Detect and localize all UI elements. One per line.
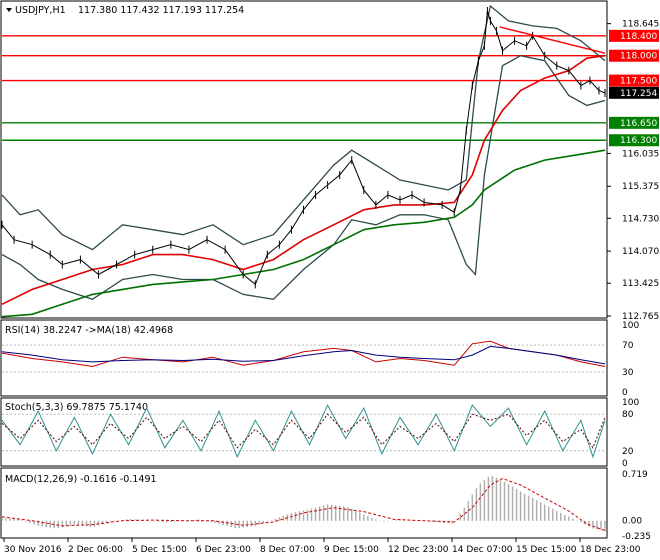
rsi-tick-label: 100 bbox=[622, 321, 639, 331]
resistance-trendline bbox=[499, 26, 606, 54]
price-plot bbox=[1, 4, 606, 318]
price-line bbox=[1, 10, 606, 286]
price-tag-label: 118.000 bbox=[620, 52, 657, 62]
stoch-tick-label: 20 bbox=[622, 447, 634, 457]
stoch-k-line bbox=[1, 403, 606, 459]
rsi-plot: 100 70 30 0 bbox=[1, 321, 639, 398]
price-tag-118.400 bbox=[609, 29, 659, 42]
price-panel bbox=[0, 0, 608, 319]
time-tick-label: 14 Dec 07:00 bbox=[452, 545, 513, 555]
stoch-tick-label: 80 bbox=[622, 410, 634, 420]
rsi-ma-line bbox=[1, 345, 606, 365]
time-tick-label: 6 Dec 23:00 bbox=[196, 545, 251, 555]
stoch-panel bbox=[0, 397, 608, 467]
rsi-panel bbox=[0, 319, 608, 397]
stoch-tick-label: 100 bbox=[622, 398, 639, 408]
rsi-header: RSI(14) 38.2247 ->MA(18) 42.4968 bbox=[5, 325, 173, 336]
current-price-tag bbox=[609, 86, 659, 99]
time-tick-label: 8 Dec 07:00 bbox=[260, 545, 315, 555]
current-price-label: 117.254 bbox=[620, 89, 657, 99]
price-tag-label: 116.650 bbox=[620, 119, 657, 129]
rsi-tick-label: 70 bbox=[622, 341, 634, 351]
rsi-tick-label: 0 bbox=[622, 388, 628, 398]
macd-plot: 0.719 0.00 -0.235 bbox=[1, 470, 651, 542]
sma-fast-line bbox=[1, 54, 606, 306]
macd-panel bbox=[0, 467, 608, 539]
time-tick-label: 12 Dec 23:00 bbox=[388, 545, 449, 555]
price-tick-label: 116.035 bbox=[622, 149, 659, 159]
macd-signal-line bbox=[1, 477, 606, 531]
price-tag-117.500 bbox=[609, 74, 659, 87]
price-tag-116.300 bbox=[609, 134, 659, 147]
price-tag-label: 117.500 bbox=[620, 77, 657, 87]
collapse-triangle-icon[interactable] bbox=[6, 8, 12, 12]
bollinger-lower-line bbox=[1, 55, 606, 301]
price-tick-label: 115.375 bbox=[622, 182, 659, 192]
price-tick-label: 113.425 bbox=[622, 279, 659, 289]
stoch-d-line bbox=[1, 413, 606, 449]
rsi-tick-label: 30 bbox=[622, 368, 634, 378]
time-tick-label: 9 Dec 15:00 bbox=[324, 545, 379, 555]
macd-tick-label: 0.00 bbox=[622, 517, 642, 527]
price-tag-118.000 bbox=[609, 49, 659, 62]
time-tick-label: 18 Dec 23:00 bbox=[580, 545, 641, 555]
time-tick-label: 5 Dec 15:00 bbox=[132, 545, 187, 555]
sma-slow-line bbox=[1, 149, 606, 318]
price-tag-label: 118.400 bbox=[620, 32, 657, 42]
ohlc-label: 117.380 117.432 117.193 117.254 bbox=[78, 5, 244, 16]
price-axis: 118.645 118.400 118.000 117.500 117.254 116.6… bbox=[607, 20, 659, 322]
price-header: USDJPY,H1 117.380 117.432 117.193 117.25… bbox=[6, 5, 244, 16]
price-tick-label: 114.730 bbox=[622, 214, 659, 224]
time-axis: 30 Nov 2016 2 Dec 06:00 5 Dec 15:00 6 Dec 2… bbox=[3, 538, 641, 555]
symbol-label: USDJPY,H1 bbox=[15, 5, 66, 16]
macd-tick-label: 0.719 bbox=[622, 470, 648, 480]
time-tick-label: 30 Nov 2016 bbox=[4, 545, 62, 555]
macd-tick-label: -0.235 bbox=[622, 532, 651, 542]
stoch-header: Stoch(5,3,3) 69.7875 75.1740 bbox=[5, 402, 148, 413]
time-tick-label: 15 Dec 15:00 bbox=[516, 545, 577, 555]
stoch-tick-label: 0 bbox=[622, 459, 628, 469]
macd-header: MACD(12,26,9) -0.1616 -0.1491 bbox=[5, 474, 157, 485]
time-tick-label: 2 Dec 06:00 bbox=[68, 545, 123, 555]
stoch-plot: 100 80 20 0 bbox=[1, 398, 639, 469]
price-tick-label: 112.765 bbox=[622, 312, 659, 322]
price-tag-label: 116.300 bbox=[620, 136, 657, 146]
price-tag-116.650 bbox=[609, 116, 659, 129]
price-tick-label: 114.070 bbox=[622, 247, 659, 257]
bollinger-upper-line bbox=[1, 4, 606, 251]
price-tick-label: 118.645 bbox=[622, 20, 659, 30]
